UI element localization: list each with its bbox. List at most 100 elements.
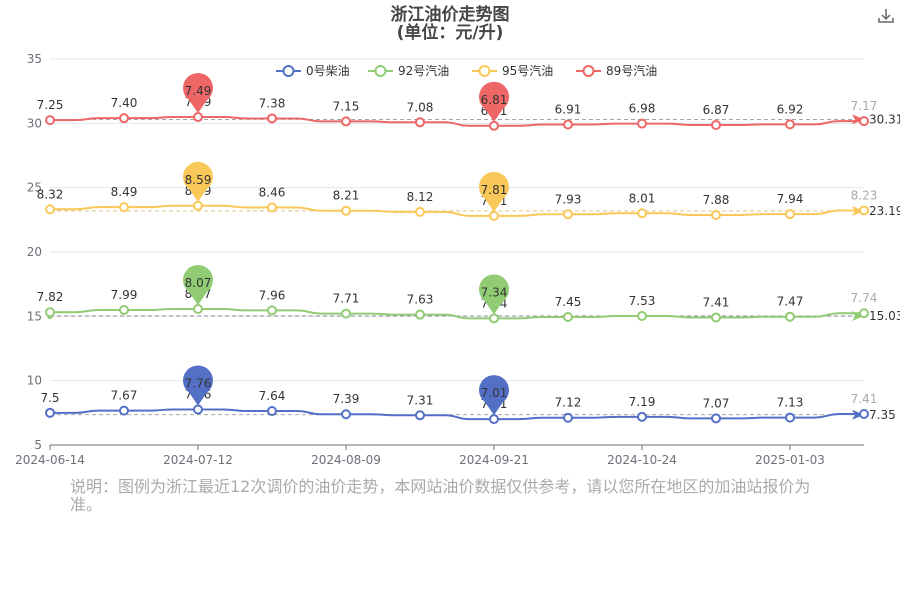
download-icon[interactable]	[876, 6, 896, 26]
data-point	[859, 205, 869, 216]
average-label: 7.35	[869, 408, 896, 422]
data-label: 6.98	[629, 102, 656, 116]
data-point	[711, 413, 721, 424]
x-tick-label: 2024-09-21	[459, 453, 529, 467]
legend-item-1[interactable]: 92号汽油	[368, 63, 449, 78]
data-point	[267, 406, 277, 417]
data-point	[193, 112, 203, 123]
data-point	[785, 412, 795, 423]
min-pin-shape	[479, 274, 510, 315]
data-point	[119, 305, 129, 316]
data-label: 7.08	[407, 100, 434, 114]
data-point	[711, 209, 721, 220]
legend-marker	[478, 65, 491, 77]
legend-item-2[interactable]: 95号汽油	[472, 63, 553, 78]
data-point	[489, 414, 499, 425]
series-line	[50, 307, 864, 320]
min-pin: 7.81	[479, 171, 510, 212]
y-tick-label: 15	[27, 309, 42, 323]
series-layer: 7.35 7.5 7.67 7.76 7.64 7.39 7.31 7.01 7.12 7.19 7…	[37, 73, 900, 425]
data-label: 7.99	[111, 288, 138, 302]
legend[interactable]: 0号柴油 92号汽油 95号汽油 89号汽油	[276, 63, 657, 78]
data-point	[785, 311, 795, 322]
legend-item-0[interactable]: 0号柴油	[276, 64, 350, 78]
legend-label: 92号汽油	[398, 63, 449, 78]
data-point	[859, 408, 869, 419]
data-label: 7.19	[629, 395, 656, 409]
max-pin-shape	[183, 365, 213, 406]
data-label: 7.12	[555, 396, 582, 410]
x-axis: 2024-06-14 2024-07-12 2024-08-09 2024-09-21…	[15, 444, 864, 467]
data-point	[489, 313, 499, 324]
data-point	[711, 120, 721, 131]
data-point	[859, 308, 869, 319]
data-point	[637, 208, 647, 219]
max-pin: 7.49	[183, 73, 214, 114]
data-point	[711, 312, 721, 323]
data-label: 7.67	[111, 389, 138, 403]
data-point	[45, 307, 55, 318]
data-point	[637, 411, 647, 422]
average-label: 30.31	[869, 112, 900, 126]
data-label: 7.5	[40, 391, 59, 405]
data-point	[415, 117, 425, 128]
series-2: 23.19 8.32 8.49 8.59 8.46 8.21 8.12 7.81 7.93 8.0…	[37, 161, 900, 221]
min-pin-shape	[479, 375, 510, 416]
legend-marker	[282, 65, 295, 77]
data-label: 7.82	[37, 290, 64, 304]
min-pin: 6.81	[478, 81, 510, 122]
legend-item-3[interactable]: 89号汽油	[576, 63, 657, 78]
data-label: 7.41	[851, 392, 878, 406]
data-label: 7.45	[555, 295, 582, 309]
data-label: 8.01	[629, 191, 656, 205]
data-point	[415, 410, 425, 421]
series-3: 30.31 7.25 7.40 7.49 7.38 7.15 7.08 6.81 6.91 6.9…	[37, 73, 900, 131]
x-tick-label: 2025-01-03	[755, 453, 825, 467]
data-point	[859, 116, 869, 127]
data-point	[193, 303, 203, 314]
max-pin: 8.59	[183, 161, 214, 202]
data-label: 8.32	[37, 187, 64, 201]
data-label: 7.39	[333, 392, 360, 406]
data-label: 7.96	[259, 288, 286, 302]
average-label: 15.03	[869, 309, 900, 323]
data-point	[45, 204, 55, 215]
data-point	[119, 113, 129, 124]
data-label: 7.64	[259, 389, 286, 403]
data-point	[193, 404, 203, 415]
data-point	[267, 305, 277, 316]
min-pin: 7.01	[479, 375, 510, 416]
data-label: 7.93	[555, 192, 582, 206]
data-label: 7.07	[703, 396, 730, 410]
y-tick-label: 30	[27, 116, 42, 130]
data-label: 8.23	[851, 188, 878, 202]
data-label: 8.21	[333, 189, 360, 203]
min-pin-shape	[479, 171, 510, 212]
data-label: 7.13	[777, 396, 804, 410]
data-label: 7.88	[703, 193, 730, 207]
series-line	[50, 116, 864, 127]
data-label: 7.31	[407, 393, 434, 407]
min-pin-label: 7.81	[481, 183, 508, 197]
data-point	[267, 202, 277, 213]
max-pin: 7.76	[183, 365, 213, 406]
data-point	[341, 409, 351, 420]
data-point	[563, 119, 573, 130]
data-point	[637, 118, 647, 129]
data-label: 7.40	[111, 96, 138, 110]
data-point	[341, 308, 351, 319]
data-point	[489, 120, 499, 131]
min-pin-label: 6.81	[481, 93, 508, 107]
series-1: 15.03 7.82 7.99 8.07 7.96 7.71 7.63 7.34 7.45 7.5…	[37, 264, 900, 324]
data-point	[489, 210, 499, 221]
data-point	[341, 116, 351, 127]
data-point	[785, 209, 795, 220]
data-label: 8.49	[111, 185, 138, 199]
data-point	[119, 202, 129, 213]
data-point	[119, 405, 129, 416]
max-pin: 8.07	[183, 264, 213, 305]
data-label: 7.74	[851, 291, 878, 305]
data-label: 7.15	[333, 99, 360, 113]
data-point	[637, 310, 647, 321]
y-tick-label: 10	[27, 374, 42, 388]
